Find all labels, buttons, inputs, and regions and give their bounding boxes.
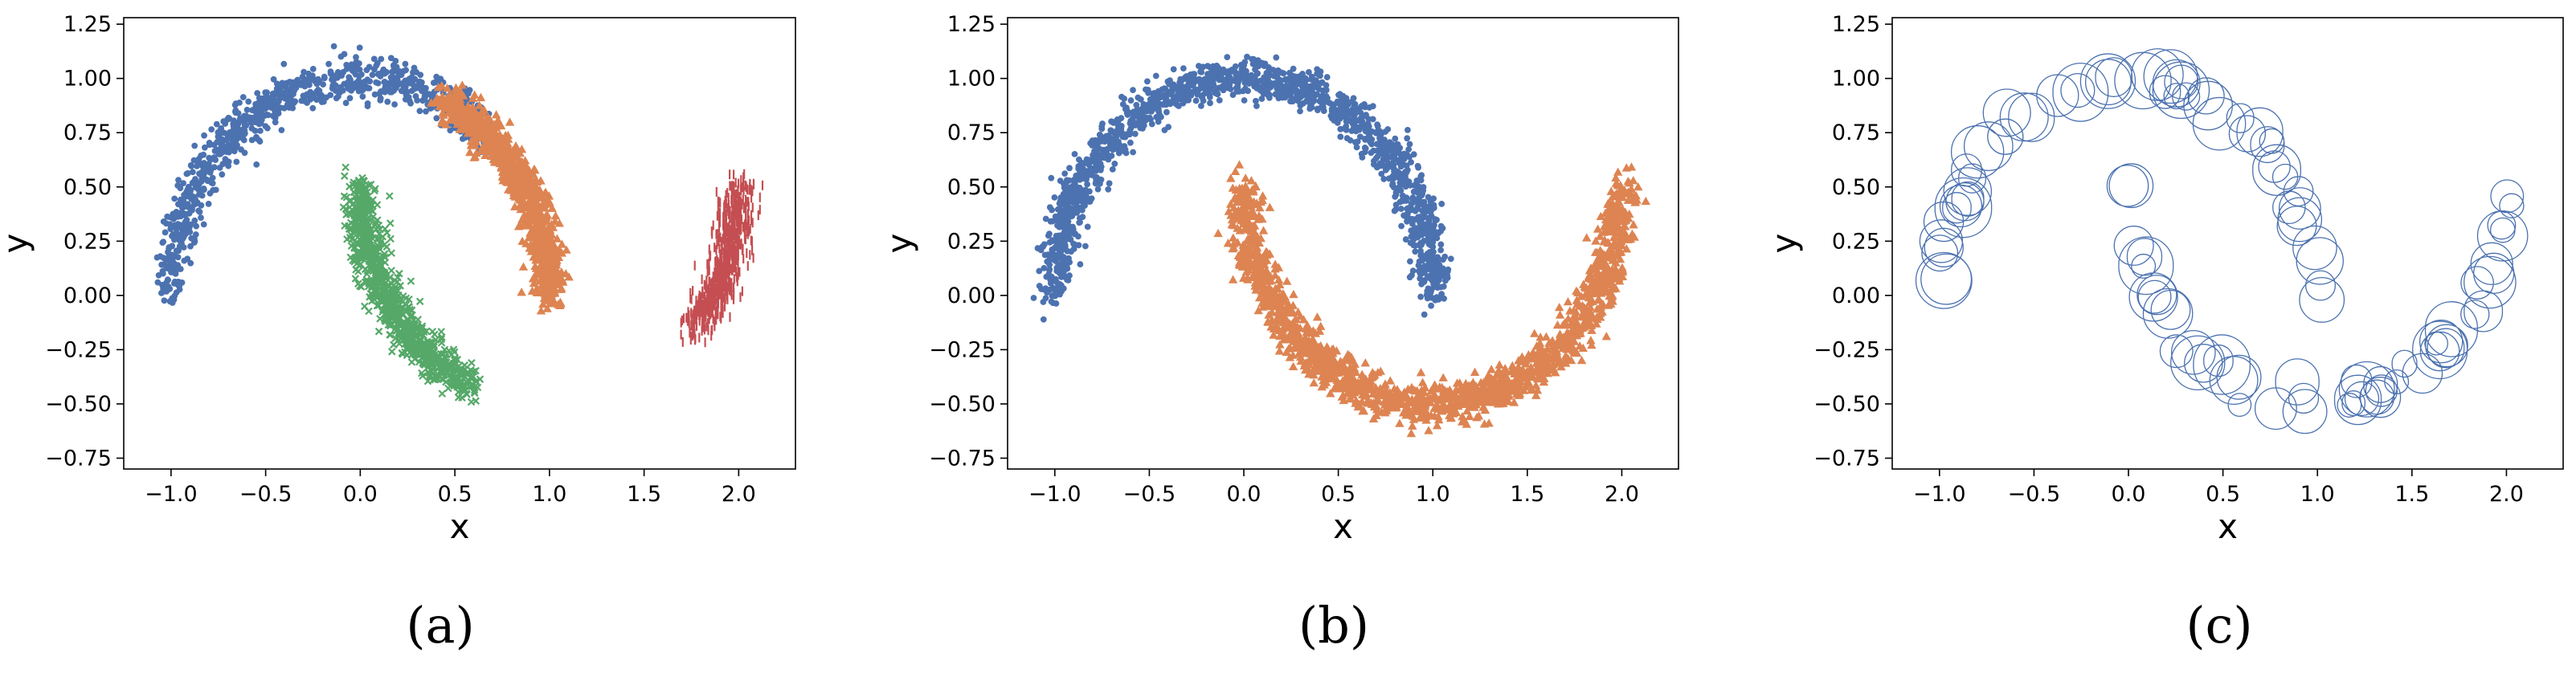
x-tick-label: 0.0 xyxy=(343,482,378,507)
y-tick-label: 1.25 xyxy=(63,12,112,37)
panel-caption: (a) xyxy=(406,596,474,655)
series-moon-1 xyxy=(1030,53,1454,323)
x-tick-label: −1.0 xyxy=(1028,482,1082,507)
y-axis-label: y xyxy=(1764,234,1804,254)
y-tick-label: 0.25 xyxy=(63,229,112,254)
series-cluster-2 xyxy=(339,163,485,406)
y-tick-label: 1.25 xyxy=(947,12,996,37)
x-tick-label: −1.0 xyxy=(1913,482,1966,507)
y-tick-label: −0.50 xyxy=(929,392,996,417)
series-cluster-3 xyxy=(426,80,574,315)
x-tick-label: −0.5 xyxy=(239,482,292,507)
x-tick-label: 2.0 xyxy=(722,482,756,507)
x-tick-label: 1.5 xyxy=(2394,482,2429,507)
marker-group xyxy=(426,80,574,315)
x-tick-label: 2.0 xyxy=(2489,482,2524,507)
y-axis-label: y xyxy=(0,234,35,254)
panel-3: −1.0 −0.5 0.0 0.5 1.0 1.5 2.0 −0.75 −0.50 −0.25 0.… xyxy=(1764,12,2564,655)
y-tick-label: 0.50 xyxy=(63,175,112,200)
y-tick-label: −0.75 xyxy=(1813,446,1880,471)
x-tick-label: −0.5 xyxy=(2008,482,2061,507)
y-tick-label: 0.00 xyxy=(1832,283,1880,308)
series-cluster-4 xyxy=(680,169,764,348)
y-tick-label: 0.00 xyxy=(947,283,996,308)
y-tick-label: −0.50 xyxy=(1813,392,1880,417)
data-area xyxy=(1915,48,2529,434)
panel-2: −1.0 −0.5 0.0 0.5 1.0 1.5 2.0 −0.75 −0.50 −0.25 0.… xyxy=(880,12,1679,655)
data-area xyxy=(153,43,764,406)
x-tick-label: 0.5 xyxy=(2206,482,2240,507)
series-moon-2 xyxy=(1213,160,1651,438)
plot-frame xyxy=(123,17,796,470)
marker-group xyxy=(153,43,509,306)
panel-caption: (b) xyxy=(1298,596,1369,655)
x-tick-label: 0.0 xyxy=(1227,482,1261,507)
y-tick-label: −0.75 xyxy=(929,446,996,471)
x-axis-label: x xyxy=(2218,507,2238,546)
panel-caption: (c) xyxy=(2186,596,2252,655)
marker-group xyxy=(1915,48,2529,434)
marker-group xyxy=(339,163,485,406)
y-tick-label: 0.50 xyxy=(1832,175,1880,200)
x-tick-label: 2.0 xyxy=(1605,482,1639,507)
y-tick-label: 1.00 xyxy=(1832,67,1880,92)
y-tick-label: 0.75 xyxy=(947,120,996,145)
y-tick-label: 0.75 xyxy=(1832,120,1880,145)
y-axis-label: y xyxy=(880,234,919,254)
marker-group xyxy=(1030,53,1454,323)
plot-frame xyxy=(1891,17,2564,470)
x-tick-label: 0.5 xyxy=(1321,482,1355,507)
series-circles xyxy=(1915,48,2529,434)
marker-group xyxy=(1213,160,1651,438)
plot-frame xyxy=(1007,17,1679,470)
x-tick-label: −1.0 xyxy=(145,482,198,507)
x-tick-label: 0.5 xyxy=(438,482,472,507)
x-axis-label: x xyxy=(450,507,470,546)
y-tick-label: 0.75 xyxy=(63,120,112,145)
x-tick-label: −0.5 xyxy=(1123,482,1176,507)
y-tick-label: 0.25 xyxy=(1832,229,1880,254)
y-tick-label: 0.25 xyxy=(947,229,996,254)
y-tick-label: 0.00 xyxy=(63,283,112,308)
x-tick-label: 1.0 xyxy=(532,482,566,507)
y-tick-label: 1.25 xyxy=(1832,12,1880,37)
y-tick-label: −0.75 xyxy=(45,446,112,471)
data-area xyxy=(1030,53,1651,438)
panel-1: −1.0 −0.5 0.0 0.5 1.0 1.5 2.0 −0.75 −0.50 −0.25 0.… xyxy=(0,12,796,655)
x-tick-label: 1.0 xyxy=(2300,482,2335,507)
x-tick-label: 1.5 xyxy=(627,482,661,507)
y-tick-label: −0.25 xyxy=(45,337,112,362)
x-tick-label: 1.0 xyxy=(1416,482,1450,507)
x-tick-label: 0.0 xyxy=(2112,482,2146,507)
y-tick-label: 1.00 xyxy=(63,67,112,92)
y-tick-label: −0.25 xyxy=(1813,337,1880,362)
marker-group xyxy=(680,169,764,348)
series-cluster-1 xyxy=(153,43,509,306)
x-tick-label: 1.5 xyxy=(1510,482,1544,507)
y-tick-label: 1.00 xyxy=(947,67,996,92)
y-tick-label: 0.50 xyxy=(947,175,996,200)
x-axis-label: x xyxy=(1333,507,1353,546)
y-tick-label: −0.25 xyxy=(929,337,996,362)
y-tick-label: −0.50 xyxy=(45,392,112,417)
